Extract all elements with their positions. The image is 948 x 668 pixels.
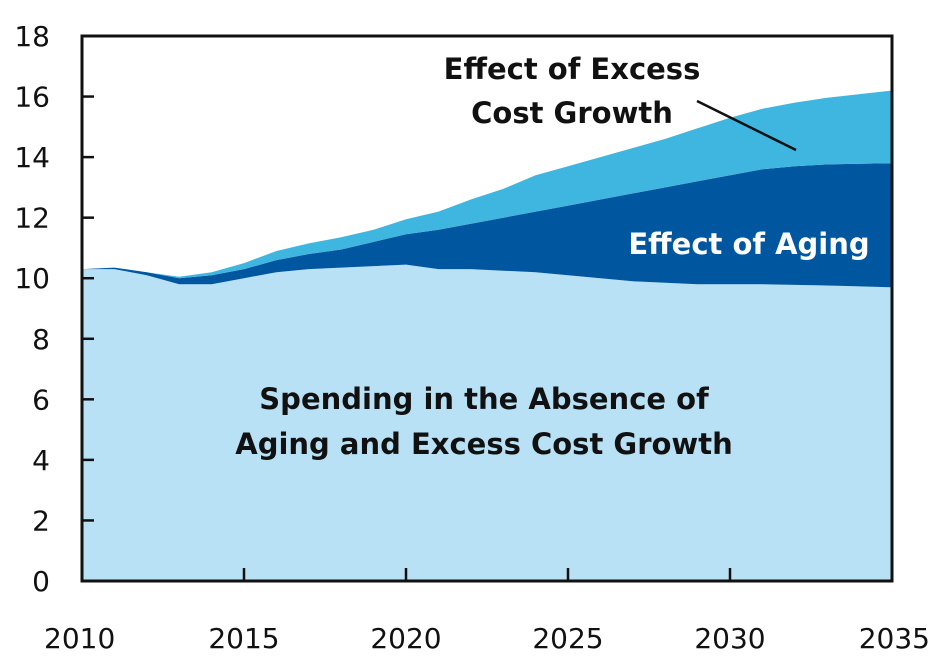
annotation-excess: Effect of Excess Cost Growth [444, 52, 701, 130]
annotation-line: Aging and Excess Cost Growth [235, 427, 732, 461]
area-series-group [82, 90, 892, 581]
callout-line-excess [696, 99, 797, 152]
plot-frame [80, 34, 894, 583]
y-tick-label: 14 [14, 141, 50, 174]
annotations-group: Effect of Excess Cost Growth Effect of Agi… [235, 52, 869, 461]
y-tick-label: 12 [14, 202, 50, 235]
area-series-3 [82, 90, 892, 279]
x-tick-label: 2015 [208, 622, 279, 655]
y-tick-label: 10 [14, 262, 50, 295]
x-tick-label: 2020 [370, 622, 441, 655]
annotation-line: Cost Growth [471, 96, 673, 130]
y-tick-label: 8 [32, 323, 50, 356]
x-tick-label: 2010 [44, 622, 115, 655]
area-series-2 [82, 163, 892, 288]
annotation-line: Effect of Excess [444, 52, 701, 86]
x-tick-label: 2025 [532, 622, 603, 655]
annotation-line: Effect of Aging [628, 227, 869, 261]
y-tick-label: 0 [32, 565, 50, 598]
annotation-line: Spending in the Absence of [259, 382, 709, 416]
y-tick-label: 16 [14, 81, 50, 114]
x-tick-label: 2030 [694, 622, 765, 655]
tick-labels-group: 0 2 4 6 8 10 12 14 16 18 2010 2015 2020 2025 2030 2035 [14, 20, 930, 655]
y-tick-label: 6 [32, 383, 50, 416]
y-tick-label: 2 [32, 504, 50, 537]
axes-group [80, 34, 894, 583]
area-series-1 [82, 264, 892, 581]
x-tick-label: 2035 [859, 622, 930, 655]
annotation-base: Spending in the Absence of Aging and Exce… [235, 382, 732, 461]
callout-line-group [696, 99, 797, 152]
annotation-aging: Effect of Aging [628, 227, 869, 261]
y-tick-label: 4 [32, 444, 50, 477]
y-tick-label: 18 [14, 20, 50, 53]
